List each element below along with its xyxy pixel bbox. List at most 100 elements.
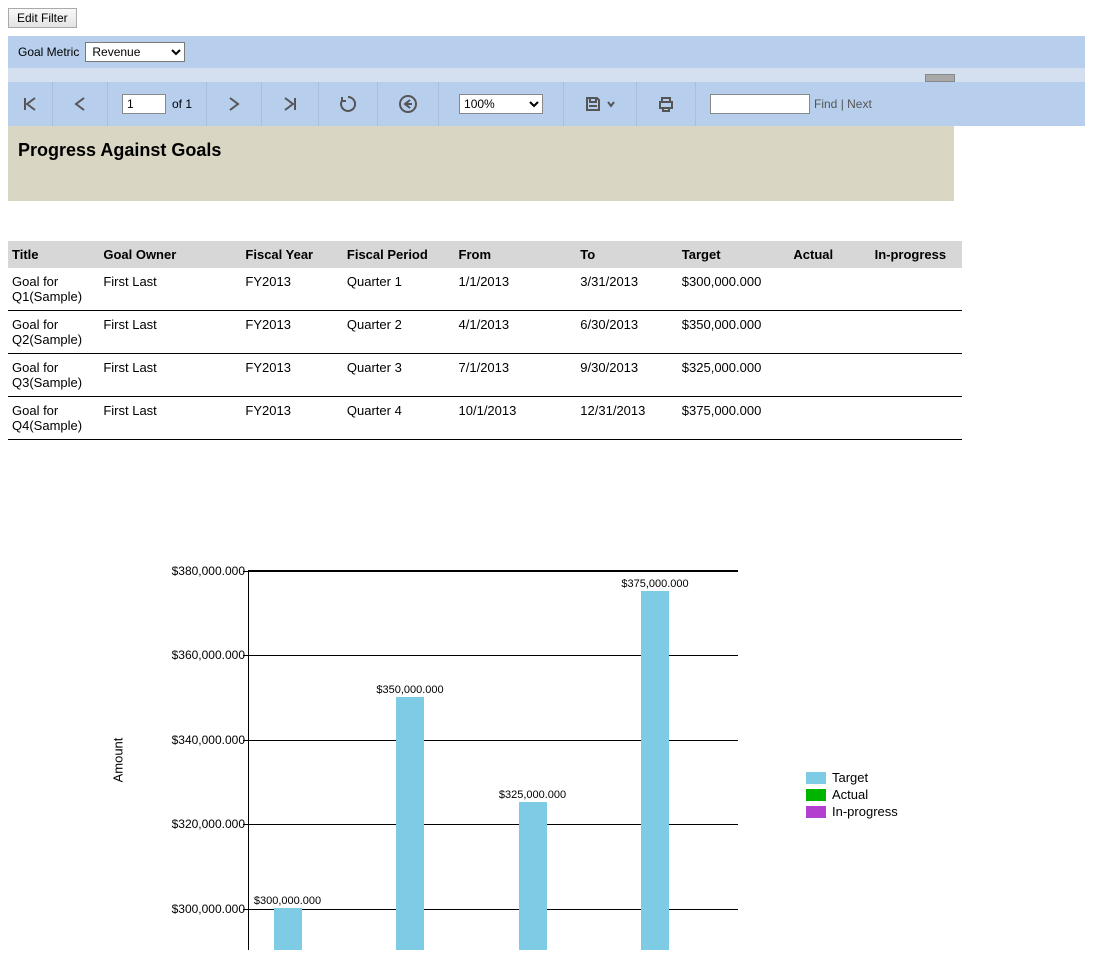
cell: First Last bbox=[99, 397, 241, 440]
filter-bar: Goal Metric Revenue bbox=[8, 36, 1085, 68]
cell: Goal forQ3(Sample) bbox=[8, 354, 99, 397]
report-title: Progress Against Goals bbox=[18, 140, 944, 161]
find-group: Find | Next bbox=[696, 82, 1085, 126]
goal-metric-select[interactable]: Revenue bbox=[85, 42, 185, 62]
cell bbox=[789, 311, 870, 354]
cell: 1/1/2013 bbox=[455, 268, 577, 311]
next-page-button[interactable] bbox=[207, 82, 262, 126]
cell: 3/31/2013 bbox=[576, 268, 677, 311]
cell bbox=[789, 268, 870, 311]
edit-filter-button[interactable]: Edit Filter bbox=[8, 8, 77, 28]
grid-line bbox=[249, 571, 738, 572]
cell: Quarter 1 bbox=[343, 268, 455, 311]
goals-table: TitleGoal OwnerFiscal YearFiscal PeriodF… bbox=[8, 241, 962, 440]
col-actual: Actual bbox=[789, 241, 870, 268]
col-from: From bbox=[455, 241, 577, 268]
chart-plot-area: $300,000.000$320,000.000$340,000.000$360… bbox=[248, 570, 738, 950]
cell: Goal forQ1(Sample) bbox=[8, 268, 99, 311]
y-tick-label: $320,000.000 bbox=[172, 817, 249, 831]
cell: $350,000.000 bbox=[678, 311, 790, 354]
page-number-input[interactable] bbox=[122, 94, 166, 114]
cell bbox=[871, 354, 962, 397]
cell bbox=[789, 397, 870, 440]
chevron-down-icon bbox=[606, 99, 616, 109]
cell: $300,000.000 bbox=[678, 268, 790, 311]
col-fiscal-period: Fiscal Period bbox=[343, 241, 455, 268]
page-group: of 1 bbox=[108, 82, 207, 126]
chart-legend: Target Actual In-progress bbox=[806, 770, 898, 821]
zoom-select[interactable]: 100% bbox=[459, 94, 543, 114]
cell: First Last bbox=[99, 354, 241, 397]
legend-item: In-progress bbox=[806, 804, 898, 819]
cell: 7/1/2013 bbox=[455, 354, 577, 397]
y-axis-title: Amount bbox=[111, 738, 126, 783]
cell: Quarter 3 bbox=[343, 354, 455, 397]
cell: 4/1/2013 bbox=[455, 311, 577, 354]
prev-page-button[interactable] bbox=[53, 82, 108, 126]
bar bbox=[641, 591, 669, 950]
goals-chart: Amount $300,000.000$320,000.000$340,000.… bbox=[8, 560, 908, 960]
bar-value-label: $300,000.000 bbox=[254, 895, 321, 907]
cell: $325,000.000 bbox=[678, 354, 790, 397]
cell bbox=[871, 397, 962, 440]
cell: Quarter 4 bbox=[343, 397, 455, 440]
cell: 10/1/2013 bbox=[455, 397, 577, 440]
col-fiscal-year: Fiscal Year bbox=[241, 241, 342, 268]
bar bbox=[396, 697, 424, 950]
legend-swatch bbox=[806, 772, 826, 784]
legend-label: Target bbox=[832, 770, 868, 785]
cell: FY2013 bbox=[241, 311, 342, 354]
cell: First Last bbox=[99, 268, 241, 311]
report-header: Progress Against Goals bbox=[8, 126, 954, 201]
bar bbox=[519, 802, 547, 950]
bar bbox=[274, 908, 302, 950]
save-button[interactable] bbox=[564, 82, 637, 126]
table-row: Goal forQ4(Sample)First LastFY2013Quarte… bbox=[8, 397, 962, 440]
legend-swatch bbox=[806, 789, 826, 801]
table-row: Goal forQ3(Sample)First LastFY2013Quarte… bbox=[8, 354, 962, 397]
goal-metric-label: Goal Metric bbox=[18, 45, 79, 59]
refresh-button[interactable] bbox=[319, 82, 378, 126]
legend-item: Actual bbox=[806, 787, 898, 802]
legend-label: Actual bbox=[832, 787, 868, 802]
col-to: To bbox=[576, 241, 677, 268]
cell bbox=[871, 268, 962, 311]
bar-value-label: $350,000.000 bbox=[376, 684, 443, 696]
cell: $375,000.000 bbox=[678, 397, 790, 440]
cell: FY2013 bbox=[241, 397, 342, 440]
cell: 12/31/2013 bbox=[576, 397, 677, 440]
table-row: Goal forQ1(Sample)First LastFY2013Quarte… bbox=[8, 268, 962, 311]
cell: Goal forQ2(Sample) bbox=[8, 311, 99, 354]
legend-swatch bbox=[806, 806, 826, 818]
back-button[interactable] bbox=[378, 82, 439, 126]
y-tick-label: $360,000.000 bbox=[172, 648, 249, 662]
filter-drag-region bbox=[8, 68, 1085, 82]
col-target: Target bbox=[678, 241, 790, 268]
cell bbox=[871, 311, 962, 354]
y-tick-label: $380,000.000 bbox=[172, 564, 249, 578]
last-page-button[interactable] bbox=[262, 82, 319, 126]
legend-label: In-progress bbox=[832, 804, 898, 819]
cell: Quarter 2 bbox=[343, 311, 455, 354]
find-input[interactable] bbox=[710, 94, 810, 114]
col-title: Title bbox=[8, 241, 99, 268]
cell bbox=[789, 354, 870, 397]
col-goal-owner: Goal Owner bbox=[99, 241, 241, 268]
first-page-button[interactable] bbox=[8, 82, 53, 126]
cell: FY2013 bbox=[241, 354, 342, 397]
report-toolbar: of 1 100% Find | Next bbox=[8, 82, 1085, 126]
find-next-link[interactable]: Find | Next bbox=[814, 97, 872, 111]
bar-value-label: $375,000.000 bbox=[621, 578, 688, 590]
y-tick-label: $340,000.000 bbox=[172, 733, 249, 747]
y-tick-label: $300,000.000 bbox=[172, 902, 249, 916]
cell: Goal forQ4(Sample) bbox=[8, 397, 99, 440]
legend-item: Target bbox=[806, 770, 898, 785]
print-button[interactable] bbox=[637, 82, 696, 126]
page-total-label: of 1 bbox=[172, 97, 192, 111]
cell: FY2013 bbox=[241, 268, 342, 311]
splitter-handle[interactable] bbox=[925, 74, 955, 82]
table-row: Goal forQ2(Sample)First LastFY2013Quarte… bbox=[8, 311, 962, 354]
cell: 6/30/2013 bbox=[576, 311, 677, 354]
col-in-progress: In-progress bbox=[871, 241, 962, 268]
cell: First Last bbox=[99, 311, 241, 354]
